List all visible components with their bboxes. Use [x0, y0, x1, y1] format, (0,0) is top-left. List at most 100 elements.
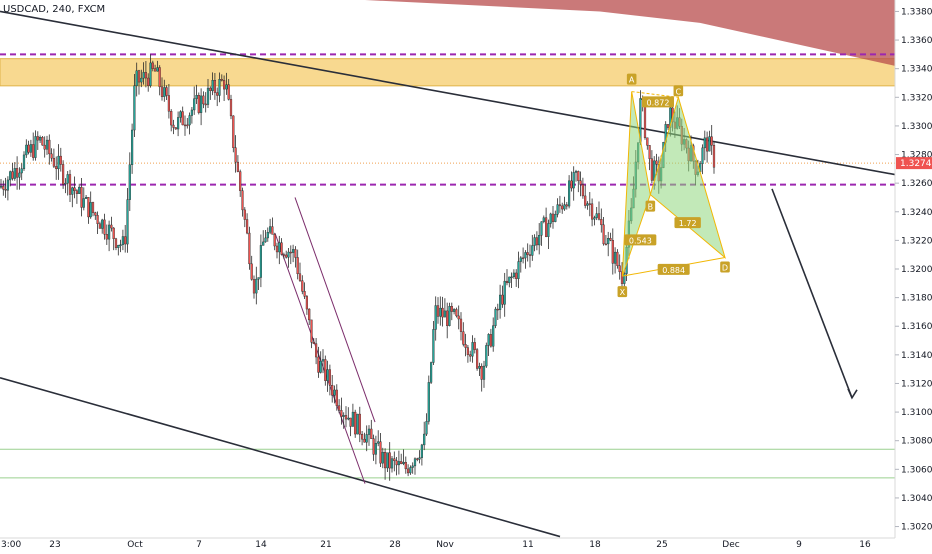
channel-line-lower: [274, 233, 366, 484]
price-tick-label: 1.31400: [901, 351, 932, 361]
time-tick-label: 9: [796, 540, 802, 550]
time-tick-label: 3:00: [1, 540, 21, 550]
candle-up: [595, 213, 598, 218]
candle-down: [289, 251, 292, 254]
candle-up: [29, 144, 32, 153]
candle-up: [499, 294, 502, 310]
candle-down: [273, 234, 276, 247]
price-axis[interactable]: [895, 0, 932, 550]
candle-down: [158, 67, 161, 88]
ratio-label-ac-bg: [642, 96, 674, 108]
candle-down: [584, 195, 587, 206]
candle-down: [105, 234, 108, 240]
candle-down: [75, 190, 78, 194]
time-tick-label: 16: [859, 540, 871, 550]
candle-down: [462, 331, 465, 345]
descending-trendline-lower: [0, 376, 561, 538]
candle-up: [195, 94, 198, 99]
candle-down: [473, 342, 476, 350]
candle-up: [22, 154, 26, 169]
projection-arrow-head: [847, 388, 858, 400]
time-tick-label: Nov: [436, 540, 454, 550]
time-tick-label: 28: [389, 540, 401, 550]
symbol-title: USDCAD, 240, FXCM: [3, 4, 105, 15]
ratio-label-bd-bg: [674, 217, 701, 229]
candle-down: [248, 232, 251, 265]
candle-up: [508, 276, 511, 284]
price-tick-label: 1.32400: [901, 208, 932, 218]
candle-down: [712, 145, 716, 168]
point-label-c-bg: [673, 85, 684, 97]
candle-down: [480, 366, 483, 380]
candle-up: [538, 234, 541, 246]
candle-up: [6, 179, 9, 191]
candle-up: [128, 164, 131, 200]
candle-down: [308, 308, 311, 321]
candle-down: [144, 72, 147, 79]
candle-up: [542, 217, 545, 222]
price-tick-label: 1.30200: [901, 523, 932, 533]
time-axis[interactable]: [0, 538, 932, 550]
candle-up: [218, 79, 221, 96]
candle-up: [34, 136, 37, 158]
candle-down: [710, 136, 713, 146]
price-tick-label: 1.31600: [901, 322, 932, 332]
candle-down: [407, 468, 410, 474]
candle-down: [296, 257, 299, 275]
candle-down: [416, 458, 419, 460]
candle-down: [581, 184, 584, 197]
time-tick-label: 11: [522, 540, 533, 550]
candle-up: [89, 202, 92, 218]
point-label-x: X: [620, 288, 626, 297]
candle-up: [225, 84, 228, 90]
candle-up: [347, 417, 350, 420]
candle-up: [533, 237, 536, 246]
candle-down: [275, 245, 279, 253]
candle-up: [409, 467, 412, 474]
candle-down: [172, 124, 175, 128]
horizontal-lines-layer: [0, 53, 895, 479]
candle-down: [147, 77, 150, 86]
candle-up: [287, 251, 290, 258]
candle-down: [213, 80, 216, 93]
candle-up: [519, 257, 522, 262]
candle-down: [216, 92, 219, 96]
candle-down: [197, 94, 200, 113]
candle-down: [528, 254, 532, 256]
price-tick-label: 1.33400: [901, 65, 932, 75]
candle-down: [331, 385, 334, 396]
candle-down: [50, 153, 53, 159]
candle-down: [551, 213, 555, 222]
candle-down: [476, 349, 479, 369]
candle-down: [655, 160, 658, 165]
ratio-label-xd: 0.884: [662, 266, 685, 275]
candle-down: [565, 204, 568, 207]
candle-up: [211, 80, 214, 91]
candle-up: [586, 203, 589, 206]
candle-down: [174, 127, 177, 130]
candle-up: [503, 280, 506, 305]
candle-up: [374, 443, 377, 455]
point-label-a: A: [629, 76, 635, 85]
candle-up: [351, 411, 354, 427]
candle-down: [611, 240, 614, 264]
candle-up: [0, 186, 3, 188]
candle-down: [220, 79, 223, 81]
candle-down: [349, 417, 352, 427]
candle-down: [96, 215, 99, 225]
candle-up: [614, 251, 617, 264]
candle-up: [121, 236, 124, 245]
candle-down: [464, 344, 467, 348]
point-label-d: D: [722, 264, 728, 273]
point-label-b: B: [648, 203, 654, 212]
candle-up: [71, 187, 74, 195]
point-label-d-bg: [720, 261, 730, 273]
candle-down: [379, 441, 382, 464]
candle-up: [206, 87, 210, 105]
candle-down: [68, 174, 72, 195]
candle-down: [183, 124, 187, 127]
candle-down: [450, 306, 453, 312]
candle-down: [315, 343, 318, 358]
